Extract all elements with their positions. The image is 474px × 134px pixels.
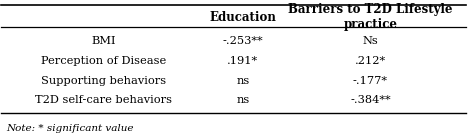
Text: BMI: BMI [91, 36, 116, 46]
Text: -.177*: -.177* [353, 76, 388, 86]
Text: -.384**: -.384** [350, 95, 391, 105]
Text: .191*: .191* [227, 56, 258, 66]
Text: Barriers to T2D Lifestyle
practice: Barriers to T2D Lifestyle practice [288, 3, 453, 31]
Text: Supporting behaviors: Supporting behaviors [41, 76, 166, 86]
Text: ns: ns [236, 95, 249, 105]
Text: -.253**: -.253** [222, 36, 263, 46]
Text: Note: * significant value: Note: * significant value [6, 124, 134, 133]
Text: Education: Education [210, 11, 276, 24]
Text: Perception of Disease: Perception of Disease [41, 56, 166, 66]
Text: .212*: .212* [355, 56, 386, 66]
Text: Ns: Ns [363, 36, 378, 46]
Text: ns: ns [236, 76, 249, 86]
Text: T2D self-care behaviors: T2D self-care behaviors [35, 95, 172, 105]
